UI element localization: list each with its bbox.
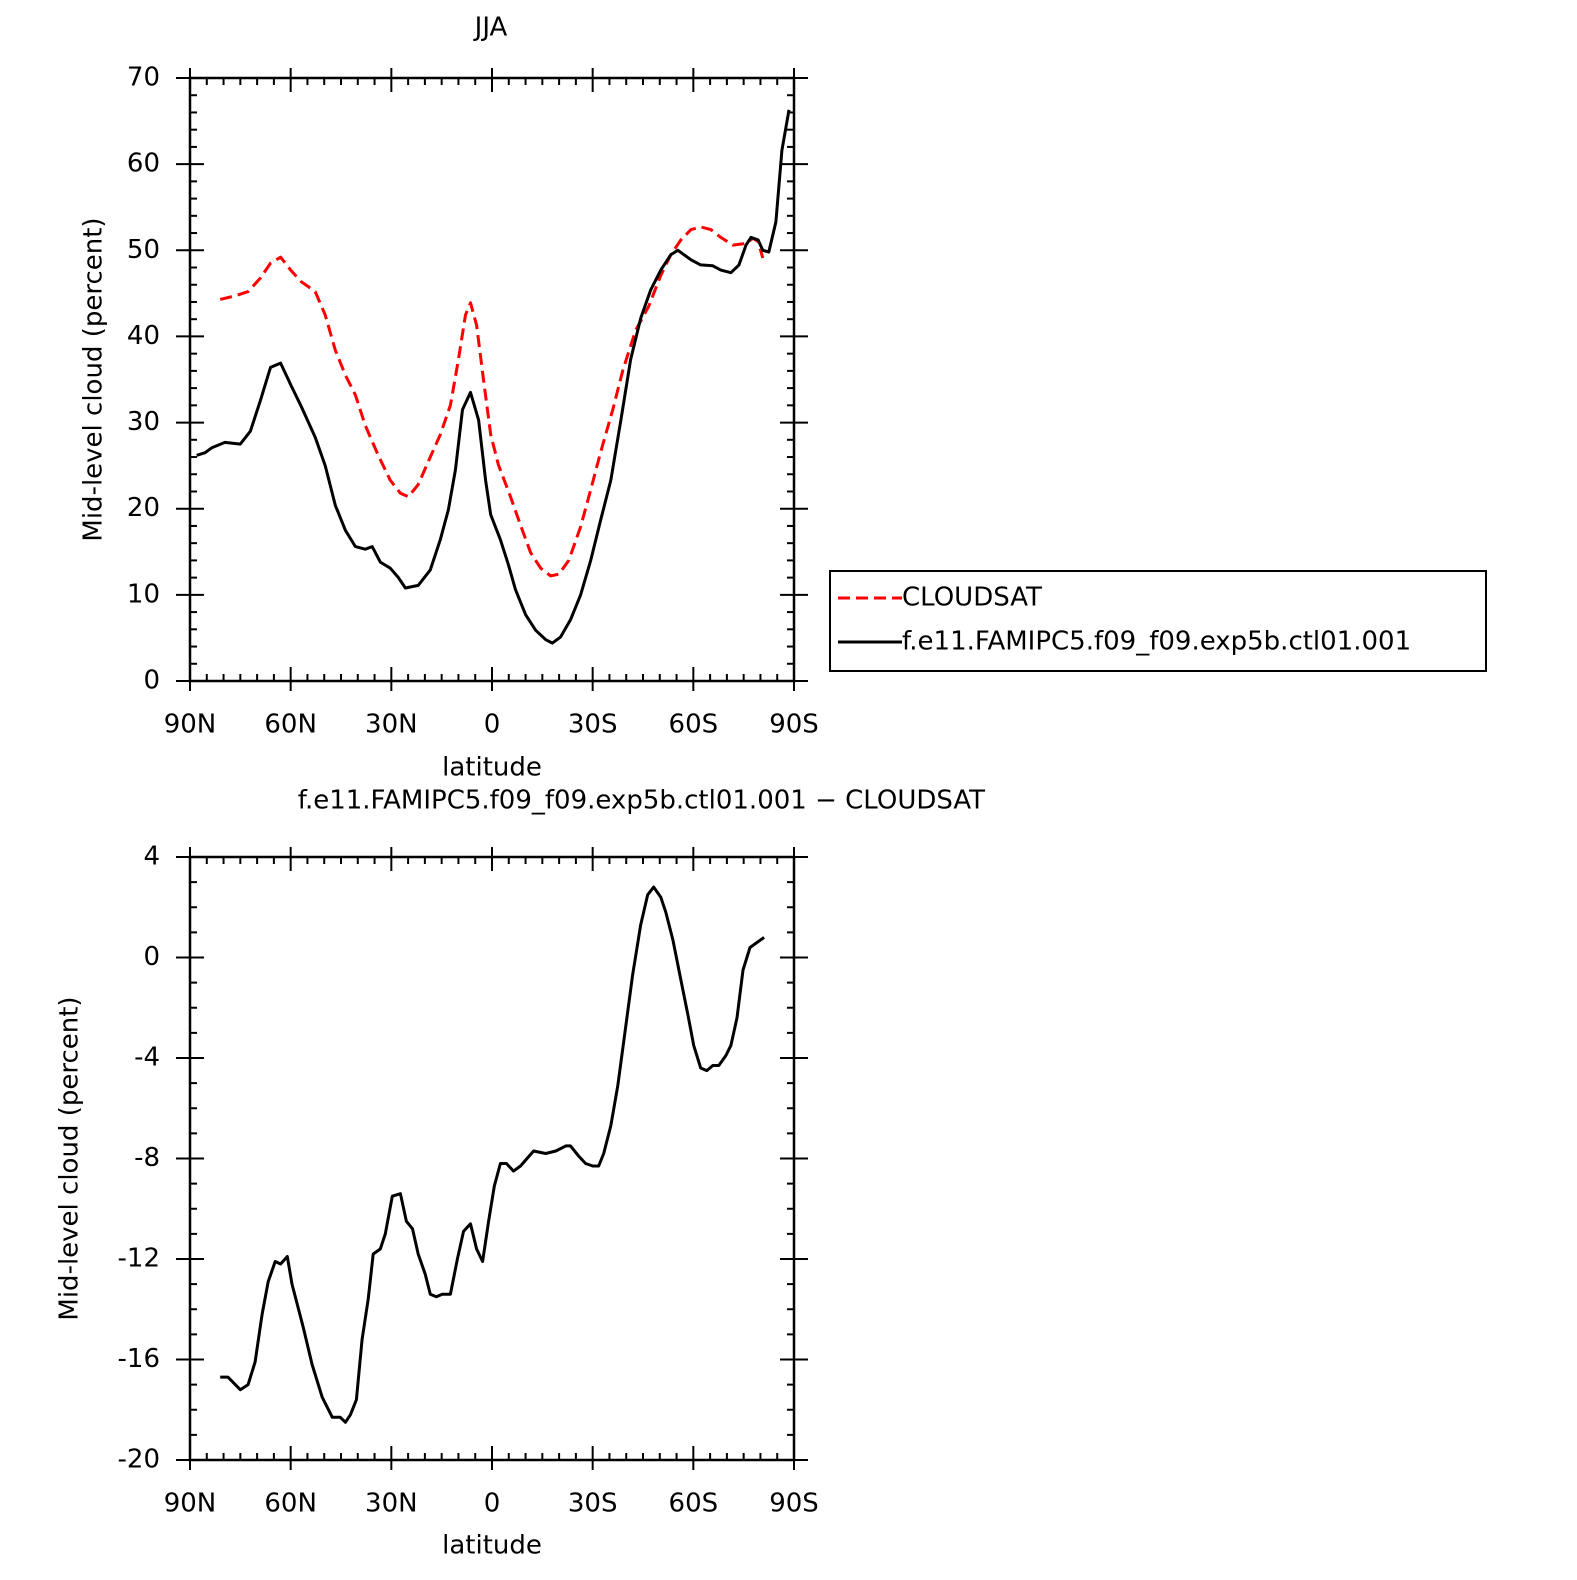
data-line <box>196 109 791 645</box>
x-tick-label: 90N <box>164 1489 217 1519</box>
y-tick-label: 0 <box>143 942 160 972</box>
y-tick-label: -8 <box>134 1143 160 1173</box>
y-tick-label: 4 <box>143 842 160 872</box>
data-line <box>220 885 765 1424</box>
x-axis-label: latitude <box>442 753 542 783</box>
x-tick-label: 90N <box>164 710 217 740</box>
plot-frame <box>188 855 796 1462</box>
y-tick-label: 20 <box>127 493 160 523</box>
y-tick-label: 70 <box>127 63 160 93</box>
y-tick-label: -12 <box>118 1244 160 1274</box>
chart-title: f.e11.FAMIPC5.f09_f09.exp5b.ctl01.001 − … <box>298 786 985 816</box>
y-tick-label: -16 <box>118 1344 160 1374</box>
y-tick-label: 60 <box>127 149 160 179</box>
x-axis-label: latitude <box>442 1531 542 1561</box>
x-tick-label: 30S <box>568 710 618 740</box>
x-tick-label: 60N <box>264 1489 317 1519</box>
y-axis-label: Mid-level cloud (percent) <box>55 996 85 1320</box>
plot-frame <box>188 76 796 683</box>
x-tick-label: 90S <box>769 1489 819 1519</box>
x-tick-label: 0 <box>484 710 501 740</box>
x-tick-label: 30S <box>568 1489 618 1519</box>
x-tick-label: 90S <box>769 710 819 740</box>
x-tick-label: 60N <box>264 710 317 740</box>
chart-title: JJA <box>473 13 508 43</box>
y-axis-label: Mid-level cloud (percent) <box>79 217 109 541</box>
y-tick-label: 50 <box>127 235 160 265</box>
y-tick-label: -4 <box>134 1043 160 1073</box>
legend-box <box>829 570 1487 672</box>
data-line <box>219 225 765 578</box>
x-tick-label: 60S <box>669 710 719 740</box>
legend-label: CLOUDSAT <box>902 583 1042 613</box>
x-tick-label: 30N <box>365 1489 418 1519</box>
y-tick-label: 0 <box>143 666 160 696</box>
y-tick-label: 40 <box>127 321 160 351</box>
x-tick-label: 30N <box>365 710 418 740</box>
x-tick-label: 0 <box>484 1489 501 1519</box>
y-tick-label: 10 <box>127 579 160 609</box>
x-tick-label: 60S <box>669 1489 719 1519</box>
y-tick-label: -20 <box>118 1445 160 1475</box>
y-tick-label: 30 <box>127 407 160 437</box>
legend-label: f.e11.FAMIPC5.f09_f09.exp5b.ctl01.001 <box>902 627 1411 657</box>
